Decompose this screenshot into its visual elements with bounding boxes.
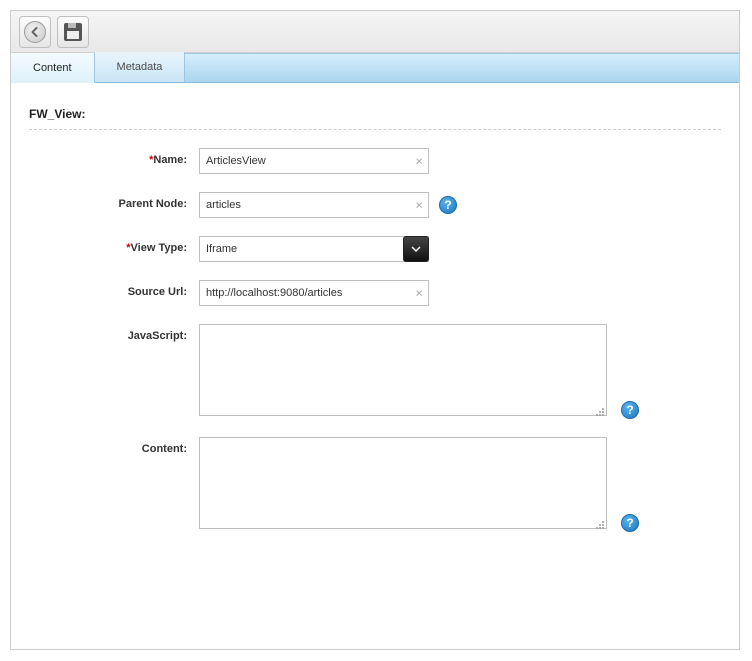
label-parent-node: Parent Node: xyxy=(29,192,199,210)
label-name: *Name: xyxy=(29,148,199,166)
label-content: Content: xyxy=(29,437,199,455)
row-view-type: *View Type: xyxy=(29,236,721,262)
tab-content[interactable]: Content xyxy=(11,53,95,83)
row-content: Content: ? xyxy=(29,437,721,532)
label-parent-node-text: Parent Node: xyxy=(119,198,187,210)
label-name-text: Name: xyxy=(153,154,187,166)
tab-metadata[interactable]: Metadata xyxy=(95,52,186,82)
source-url-input[interactable] xyxy=(199,280,429,306)
content-textarea[interactable] xyxy=(199,437,607,529)
name-input[interactable] xyxy=(199,148,429,174)
back-icon xyxy=(24,21,46,43)
source-url-input-wrap: × xyxy=(199,280,429,306)
dropdown-button[interactable] xyxy=(403,236,429,262)
save-button[interactable] xyxy=(57,16,89,48)
label-content-text: Content: xyxy=(142,443,187,455)
label-view-type-text: View Type: xyxy=(131,242,187,254)
javascript-textarea[interactable] xyxy=(199,324,607,416)
parent-node-input[interactable] xyxy=(199,192,429,218)
label-javascript-text: JavaScript: xyxy=(128,330,187,342)
row-source-url: Source Url: × xyxy=(29,280,721,306)
section-divider xyxy=(29,129,721,130)
row-javascript: JavaScript: ? xyxy=(29,324,721,419)
view-type-select[interactable] xyxy=(199,236,429,262)
label-javascript: JavaScript: xyxy=(29,324,199,342)
row-parent-node: Parent Node: × ? xyxy=(29,192,721,218)
row-name: *Name: × xyxy=(29,148,721,174)
back-button[interactable] xyxy=(19,16,51,48)
help-icon[interactable]: ? xyxy=(439,196,457,214)
help-icon[interactable]: ? xyxy=(621,514,639,532)
clear-icon[interactable]: × xyxy=(415,287,423,300)
clear-icon[interactable]: × xyxy=(415,155,423,168)
toolbar xyxy=(11,11,739,53)
content-area: FW_View: *Name: × Parent Node: × xyxy=(11,83,739,574)
content-textarea-wrap: ? xyxy=(199,437,607,532)
clear-icon[interactable]: × xyxy=(415,199,423,212)
chevron-down-icon xyxy=(411,245,421,253)
tab-strip: Content Metadata xyxy=(11,53,739,83)
label-source-url-text: Source Url: xyxy=(128,286,187,298)
name-input-wrap: × xyxy=(199,148,429,174)
view-type-value[interactable] xyxy=(199,236,429,262)
save-icon xyxy=(64,23,82,41)
javascript-textarea-wrap: ? xyxy=(199,324,607,419)
section-title: FW_View: xyxy=(29,107,721,121)
help-icon[interactable]: ? xyxy=(621,401,639,419)
editor-panel: Content Metadata FW_View: *Name: × Paren… xyxy=(10,10,740,650)
label-view-type: *View Type: xyxy=(29,236,199,254)
parent-node-input-wrap: × xyxy=(199,192,429,218)
label-source-url: Source Url: xyxy=(29,280,199,298)
